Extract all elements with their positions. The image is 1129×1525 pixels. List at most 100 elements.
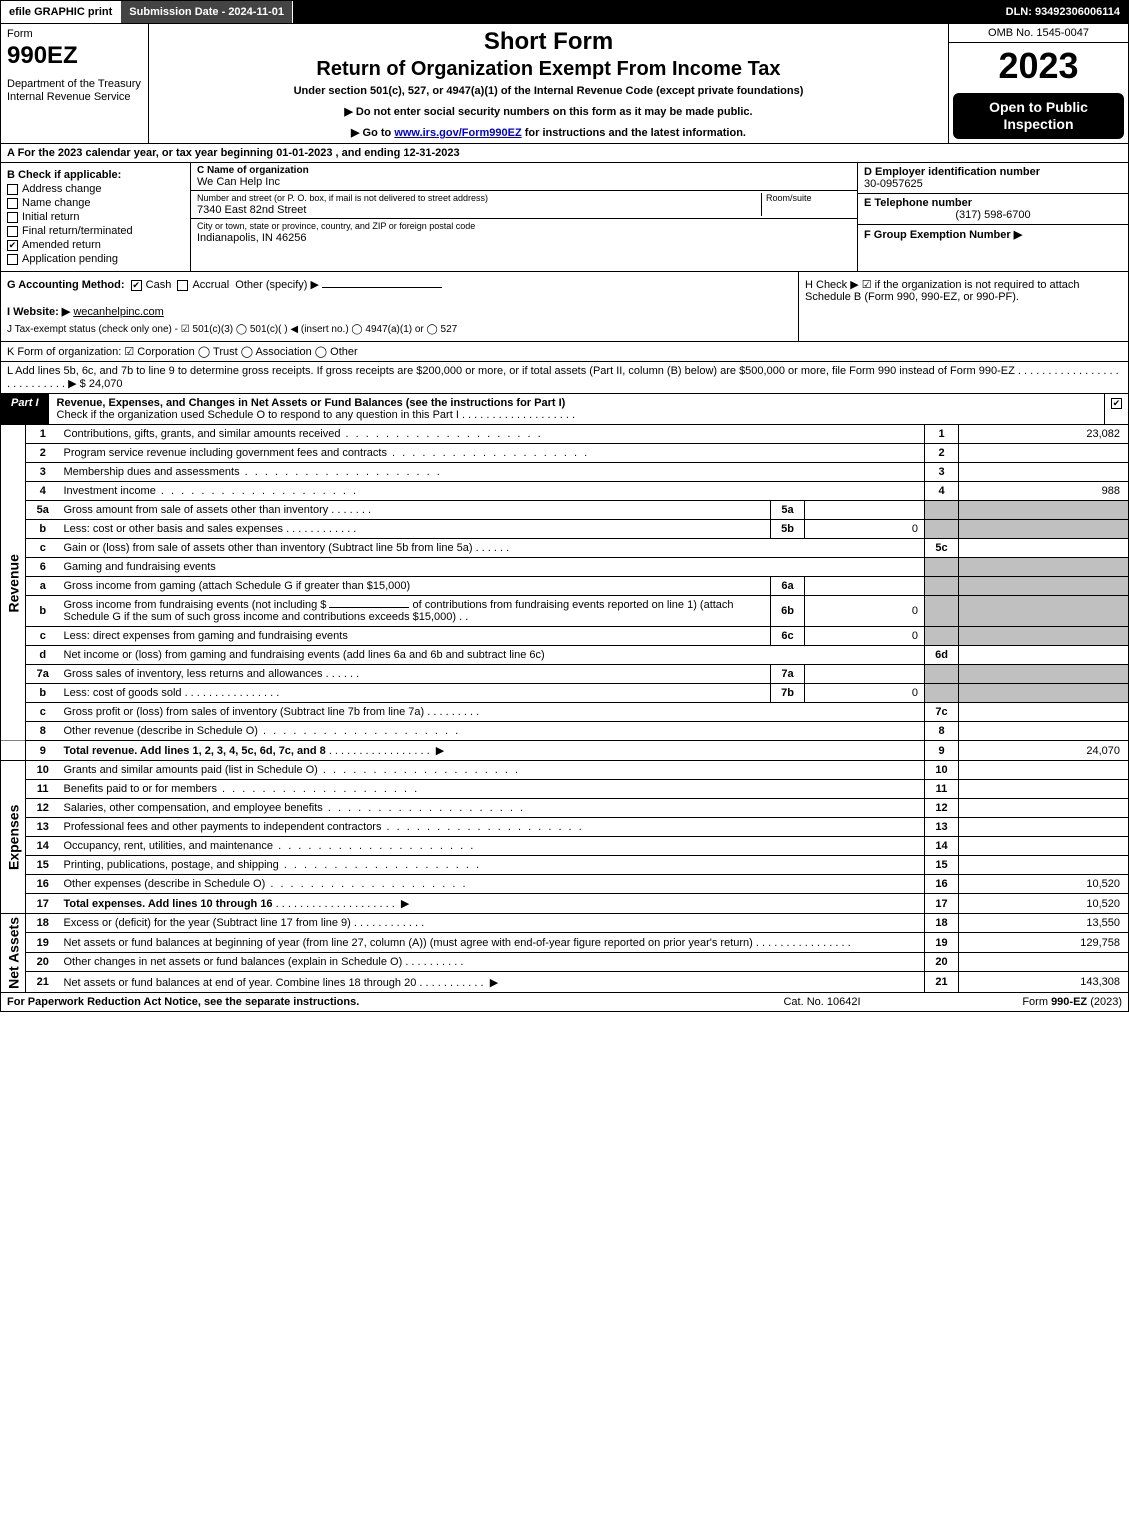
col-b-checkboxes: B Check if applicable: Address change Na…	[1, 163, 191, 271]
line-3: 3 Membership dues and assessments 3	[1, 463, 1129, 482]
form-header: Form 990EZ Department of the Treasury In…	[0, 24, 1129, 144]
footer-paperwork: For Paperwork Reduction Act Notice, see …	[7, 996, 722, 1008]
part-i-header: Part I Revenue, Expenses, and Changes in…	[0, 394, 1129, 425]
l-amount: 24,070	[89, 378, 123, 390]
f-label: F Group Exemption Number ▶	[864, 229, 1022, 241]
goto-pre: ▶ Go to	[351, 127, 394, 139]
header-center: Short Form Return of Organization Exempt…	[149, 24, 948, 143]
f-group-exemption: F Group Exemption Number ▶	[858, 225, 1128, 244]
header-right: OMB No. 1545-0047 2023 Open to Public In…	[948, 24, 1128, 143]
l-gross-receipts: L Add lines 5b, 6c, and 7b to line 9 to …	[0, 362, 1129, 394]
block-b-through-f: B Check if applicable: Address change Na…	[0, 163, 1129, 272]
right-d-e-f: D Employer identification number 30-0957…	[858, 163, 1128, 271]
short-form-title: Short Form	[159, 28, 938, 56]
dln: DLN: 93492306006114	[998, 1, 1128, 23]
line-4: 4 Investment income 4 988	[1, 482, 1129, 501]
part-i-title: Revenue, Expenses, and Changes in Net As…	[49, 394, 1104, 424]
g-accrual-check[interactable]	[177, 280, 188, 291]
b-label: B Check if applicable:	[7, 169, 184, 181]
line-16: 16 Other expenses (describe in Schedule …	[1, 875, 1129, 894]
k-form-org: K Form of organization: ☑ Corporation ◯ …	[0, 342, 1129, 362]
line-21: 21 Net assets or fund balances at end of…	[1, 972, 1129, 993]
row-g-h: G Accounting Method: Cash Accrual Other …	[0, 272, 1129, 342]
return-title: Return of Organization Exempt From Incom…	[159, 58, 938, 81]
e-phone: E Telephone number (317) 598-6700	[858, 194, 1128, 225]
dept-treasury: Department of the Treasury Internal Reve…	[7, 78, 142, 104]
open-public-badge: Open to Public Inspection	[953, 93, 1124, 139]
line-7b: b Less: cost of goods sold . . . . . . .…	[1, 684, 1129, 703]
col-c-through-f: C Name of organization We Can Help Inc N…	[191, 163, 1128, 271]
line-19: 19 Net assets or fund balances at beginn…	[1, 933, 1129, 952]
line-6: 6 Gaming and fundraising events	[1, 558, 1129, 577]
line-10: Expenses 10 Grants and similar amounts p…	[1, 761, 1129, 780]
g-other-line	[322, 287, 442, 288]
line-13: 13 Professional fees and other payments …	[1, 818, 1129, 837]
top-bar: efile GRAPHIC print Submission Date - 20…	[0, 0, 1129, 24]
form-number: 990EZ	[7, 42, 142, 70]
e-phone-value: (317) 598-6700	[864, 209, 1122, 221]
tax-year: 2023	[949, 43, 1128, 89]
submission-date: Submission Date - 2024-11-01	[121, 1, 293, 23]
line-1: Revenue 1 Contributions, gifts, grants, …	[1, 425, 1129, 444]
line-2: 2 Program service revenue including gove…	[1, 444, 1129, 463]
lines-table: Revenue 1 Contributions, gifts, grants, …	[0, 425, 1129, 993]
part-i-check-text: Check if the organization used Schedule …	[57, 409, 459, 421]
irs-link[interactable]: www.irs.gov/Form990EZ	[394, 127, 521, 139]
line-5a: 5a Gross amount from sale of assets othe…	[1, 501, 1129, 520]
c-addr-value: 7340 East 82nd Street	[197, 204, 306, 216]
chk-address-change[interactable]: Address change	[7, 183, 184, 195]
i-website-value[interactable]: wecanhelpinc.com	[73, 306, 164, 318]
g-accounting: G Accounting Method: Cash Accrual Other …	[1, 272, 798, 341]
row-a-tax-year: A For the 2023 calendar year, or tax yea…	[0, 144, 1129, 163]
line-18: Net Assets 18 Excess or (deficit) for th…	[1, 914, 1129, 933]
i-website-label: I Website: ▶	[7, 306, 70, 318]
line-9: 9 Total revenue. Add lines 1, 2, 3, 4, 5…	[1, 741, 1129, 761]
room-suite-label: Room/suite	[761, 193, 851, 216]
line-7c: c Gross profit or (loss) from sales of i…	[1, 703, 1129, 722]
line-12: 12 Salaries, other compensation, and emp…	[1, 799, 1129, 818]
h-schedule-b: H Check ▶ ☑ if the organization is not r…	[798, 272, 1128, 341]
line-17: 17 Total expenses. Add lines 10 through …	[1, 894, 1129, 914]
no-ssn-note: ▶ Do not enter social security numbers o…	[159, 105, 938, 118]
line-5b: b Less: cost or other basis and sales ex…	[1, 520, 1129, 539]
part-i-checkbox[interactable]	[1104, 394, 1128, 424]
line-15: 15 Printing, publications, postage, and …	[1, 856, 1129, 875]
line-14: 14 Occupancy, rent, utilities, and maint…	[1, 837, 1129, 856]
header-left: Form 990EZ Department of the Treasury In…	[1, 24, 149, 143]
efile-print-button[interactable]: efile GRAPHIC print	[1, 1, 121, 23]
chk-initial-return[interactable]: Initial return	[7, 211, 184, 223]
line-6a: a Gross income from gaming (attach Sched…	[1, 577, 1129, 596]
footer-catno: Cat. No. 10642I	[722, 996, 922, 1008]
goto-post: for instructions and the latest informat…	[522, 127, 746, 139]
page-footer: For Paperwork Reduction Act Notice, see …	[0, 993, 1129, 1012]
form-word: Form	[7, 28, 142, 40]
e-phone-label: E Telephone number	[864, 197, 972, 209]
c-city-label: City or town, state or province, country…	[197, 221, 475, 231]
side-net-assets: Net Assets	[1, 914, 26, 993]
c-name-value: We Can Help Inc	[197, 176, 280, 188]
topbar-spacer	[293, 1, 998, 23]
under-section: Under section 501(c), 527, or 4947(a)(1)…	[159, 85, 938, 97]
chk-application-pending[interactable]: Application pending	[7, 253, 184, 265]
footer-formref: Form 990-EZ (2023)	[922, 996, 1122, 1008]
side-revenue: Revenue	[1, 425, 26, 741]
line-5c: c Gain or (loss) from sale of assets oth…	[1, 539, 1129, 558]
chk-final-return[interactable]: Final return/terminated	[7, 225, 184, 237]
d-ein-label: D Employer identification number	[864, 166, 1040, 178]
side-expenses: Expenses	[1, 761, 26, 914]
part-i-label: Part I	[1, 394, 49, 424]
g-label: G Accounting Method:	[7, 279, 125, 291]
chk-name-change[interactable]: Name change	[7, 197, 184, 209]
c-city-row: City or town, state or province, country…	[191, 219, 857, 246]
line-7a: 7a Gross sales of inventory, less return…	[1, 665, 1129, 684]
omb-number: OMB No. 1545-0047	[949, 24, 1128, 43]
g-cash-check[interactable]	[131, 280, 142, 291]
c-name: C Name of organization We Can Help Inc	[191, 163, 857, 191]
chk-amended-return[interactable]: Amended return	[7, 239, 184, 251]
g-other-label: Other (specify) ▶	[235, 279, 319, 291]
c-city-value: Indianapolis, IN 46256	[197, 232, 306, 244]
d-ein: D Employer identification number 30-0957…	[858, 163, 1128, 194]
line-8: 8 Other revenue (describe in Schedule O)…	[1, 722, 1129, 741]
org-block: C Name of organization We Can Help Inc N…	[191, 163, 858, 271]
line-6c: c Less: direct expenses from gaming and …	[1, 627, 1129, 646]
